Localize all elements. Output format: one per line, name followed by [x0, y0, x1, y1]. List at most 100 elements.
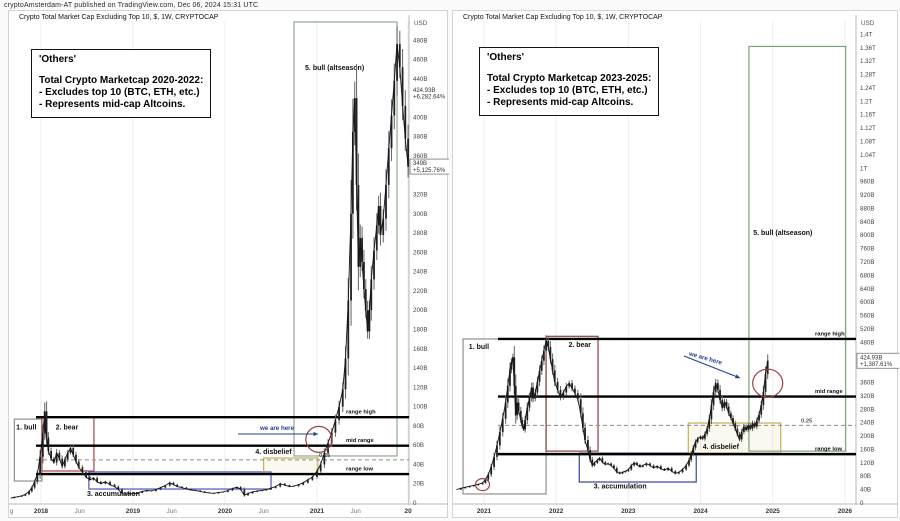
x-tick-label: Jun: [74, 508, 85, 515]
publish-attribution: cryptoAmsterdam-AT published on TradingV…: [4, 2, 259, 9]
chart-panel-right: Crypto Total Market Cap Excluding Top 10…: [452, 10, 899, 519]
phase-label-3-accumulation: 3. accumulation: [594, 483, 647, 490]
y-tick-label: 1T: [860, 165, 867, 172]
price-label-value: 424.93B: [413, 88, 435, 94]
y-tick-label: 280B: [860, 406, 874, 413]
y-tick-label: 280B: [413, 230, 427, 237]
phase-label-4-disbelief: 4. disbelief: [255, 449, 292, 456]
y-tick-label: 600B: [860, 299, 874, 306]
highlight-circle: [474, 477, 491, 492]
y-tick-label: 760B: [860, 246, 874, 253]
note-line: - Represents mid-cap Altcoins.: [487, 97, 634, 108]
level-label-mid-range: mid range: [815, 389, 843, 395]
chart-title: Crypto Total Market Cap Excluding Top 10…: [19, 14, 219, 21]
price-close-line: [10, 44, 409, 499]
y-tick-label: 360B: [860, 380, 874, 387]
x-tick-label: 2026: [838, 508, 853, 515]
phase-box-3-accumulation: [88, 471, 272, 490]
y-tick-label: 1.32T: [860, 58, 876, 65]
currency-label: USD: [414, 20, 428, 27]
y-tick-label: 840B: [860, 219, 874, 226]
chart-panel-left: Crypto Total Market Cap Excluding Top 10…: [8, 10, 449, 519]
level-label-range-low: range low: [346, 467, 374, 473]
x-tick-label: 2019: [126, 508, 141, 515]
y-tick-label: 1.4T: [860, 31, 873, 38]
y-tick-label: 60B: [413, 442, 424, 449]
y-tick-label: 320B: [860, 393, 874, 400]
level-label-0-25: 0.25: [801, 418, 813, 424]
phase-box-3-accumulation: [578, 452, 697, 483]
we-are-here-label: we are here: [259, 425, 295, 432]
phase-box-1-bull: [462, 338, 547, 495]
note-heading: 'Others': [39, 54, 76, 65]
y-tick-label: 480B: [413, 37, 427, 44]
currency-label: USD: [861, 20, 875, 27]
y-tick-label: 40B: [413, 461, 424, 468]
phase-label-3-accumulation: 3. accumulation: [87, 491, 140, 498]
y-tick-label: 960B: [860, 179, 874, 186]
x-tick-label: 2018: [34, 508, 49, 515]
x-tick-label: 2022: [549, 508, 564, 515]
y-tick-label: 260B: [413, 249, 427, 256]
note-line: - Excludes top 10 (BTC, ETH, etc.): [487, 85, 648, 96]
y-tick-label: 1.12T: [860, 125, 876, 132]
price-chart-2020-2022[interactable]: 1. bull 2. bear 3. accumulation 4. disbelie…: [9, 11, 449, 519]
price-close-line: [456, 339, 769, 491]
phase-label-1-bull: 1. bull: [16, 425, 36, 432]
y-tick-label: 40B: [860, 487, 871, 494]
y-tick-label: 1.24T: [860, 85, 876, 92]
highlight-circle: [752, 368, 784, 398]
y-tick-label: 0: [860, 500, 864, 507]
price-label-change: +1,387.61%: [860, 362, 893, 368]
price-label-box: [409, 158, 449, 175]
x-tick-label: 20: [405, 508, 413, 515]
y-tick-label: 240B: [413, 269, 427, 276]
we-are-here-arrowhead: [313, 431, 318, 437]
chart-title: Crypto Total Market Cap Excluding Top 10…: [463, 14, 663, 21]
note-line: - Represents mid-cap Altcoins.: [39, 99, 186, 110]
y-tick-label: 120B: [413, 384, 427, 391]
highlight-circle: [305, 425, 333, 453]
phase-box-5-bull-altseason: [293, 21, 398, 457]
y-tick-label: 220B: [413, 288, 427, 295]
y-tick-label: 560B: [860, 313, 874, 320]
y-tick-label: 200B: [413, 307, 427, 314]
phase-label-2-bear: 2. bear: [56, 425, 79, 432]
x-tick-label: 2023: [621, 508, 636, 515]
y-tick-label: 800B: [860, 232, 874, 239]
y-tick-label: 440B: [413, 76, 427, 83]
x-tick-label: 2024: [693, 508, 708, 515]
y-tick-label: 1.04T: [860, 152, 876, 159]
phase-label-5-bull-altseason: 5. bull (altseason): [305, 65, 364, 72]
phase-box-2-bear: [545, 335, 599, 452]
y-tick-label: 460B: [413, 57, 427, 64]
y-tick-label: 200B: [860, 433, 874, 440]
y-tick-label: 160B: [860, 446, 874, 453]
level-label-range-high: range high: [346, 410, 376, 416]
y-tick-label: 520B: [860, 326, 874, 333]
x-tick-label: 2020: [218, 508, 233, 515]
price-chart-2023-2025[interactable]: 1. bull 2. bear 3. accumulation 4. disbelie…: [453, 11, 899, 519]
phase-box-5-bull-altseason: [748, 45, 847, 452]
y-tick-label: 20B: [413, 481, 424, 488]
level-label-mid-range: mid range: [346, 438, 374, 444]
y-tick-label: 680B: [860, 272, 874, 279]
level-label-range-high: range high: [815, 331, 845, 337]
price-label-change: +6,282.64%: [413, 95, 446, 101]
phase-label-1-bull: 1. bull: [469, 344, 489, 351]
y-tick-label: 1.16T: [860, 112, 876, 119]
y-tick-label: 1.08T: [860, 139, 876, 146]
level-label-range-low: range low: [815, 447, 843, 453]
y-tick-label: 100B: [413, 404, 427, 411]
we-are-here-arrowhead: [735, 374, 740, 379]
y-tick-label: 1.36T: [860, 45, 876, 52]
x-tick-label: 2025: [766, 508, 781, 515]
x-tick-label: Jun: [258, 508, 269, 515]
y-tick-label: 120B: [860, 460, 874, 467]
y-tick-label: 1.28T: [860, 72, 876, 79]
y-tick-label: 160B: [413, 346, 427, 353]
note-line: Total Crypto Marketcap 2023-2025:: [487, 73, 652, 84]
x-tick-label: 2021: [310, 508, 325, 515]
note-line: - Excludes top 10 (BTC, ETH, etc.): [39, 87, 200, 98]
annotation-note-box: 'Others' Total Crypto Marketcap 2020-202…: [31, 49, 212, 118]
